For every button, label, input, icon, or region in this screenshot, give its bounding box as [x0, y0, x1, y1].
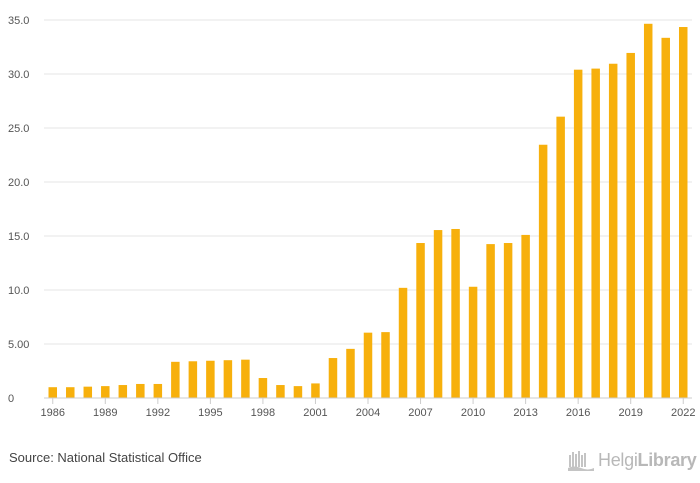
y-tick-label: 20.0: [8, 177, 29, 189]
y-tick-label: 5.00: [8, 339, 29, 351]
bar-1990[interactable]: [118, 385, 128, 398]
bar-2003[interactable]: [346, 348, 355, 398]
bar-2009[interactable]: [451, 228, 460, 398]
x-tick-label: 2001: [303, 407, 327, 419]
bar-2005[interactable]: [381, 332, 390, 398]
bar-1991[interactable]: [136, 383, 145, 398]
bar-1997[interactable]: [241, 359, 250, 398]
bar-2014[interactable]: [538, 144, 548, 398]
bar-2020[interactable]: [643, 23, 653, 399]
bar-2013[interactable]: [521, 234, 530, 398]
bar-2001[interactable]: [311, 383, 320, 398]
x-tick-label: 2016: [566, 407, 590, 419]
bar-2016[interactable]: [573, 69, 583, 399]
bar-1996[interactable]: [223, 360, 233, 398]
bar-2015[interactable]: [556, 116, 565, 398]
y-tick-label: 25.0: [8, 123, 29, 135]
bar-1987[interactable]: [66, 387, 75, 398]
bar-1994[interactable]: [188, 361, 198, 398]
bar-1992[interactable]: [153, 383, 163, 398]
x-tick-label: 1998: [251, 407, 275, 419]
bar-2018[interactable]: [608, 63, 618, 399]
x-tick-label: 2007: [408, 407, 432, 419]
bar-1993[interactable]: [171, 361, 180, 398]
bar-1995[interactable]: [206, 360, 215, 398]
x-tick-label: 1986: [41, 407, 65, 419]
bar-2017[interactable]: [591, 68, 600, 398]
bars: [48, 23, 688, 399]
bar-2022[interactable]: [678, 27, 688, 399]
bar-1986[interactable]: [48, 387, 58, 398]
x-tick-label: 2013: [513, 407, 537, 419]
helgilibrary-logo[interactable]: HelgiLibrary: [568, 446, 697, 474]
bar-1999[interactable]: [276, 385, 285, 398]
bar-2007[interactable]: [416, 243, 425, 398]
y-tick-label: 35.0: [8, 15, 29, 27]
bar-2000[interactable]: [293, 386, 303, 398]
y-tick-label: 0: [8, 393, 14, 405]
bar-2004[interactable]: [363, 332, 373, 398]
bar-1988[interactable]: [83, 386, 93, 398]
bar-1998[interactable]: [258, 378, 268, 398]
library-logo-icon: [568, 451, 594, 471]
bar-2006[interactable]: [398, 287, 408, 398]
x-tick-label: 1995: [198, 407, 222, 419]
y-tick-label: 30.0: [8, 69, 29, 81]
x-tick-label: 2022: [671, 407, 695, 419]
bar-1989[interactable]: [101, 386, 110, 398]
x-tick-label: 1989: [93, 407, 117, 419]
logo-text: HelgiLibrary: [598, 449, 697, 470]
bar-2011[interactable]: [486, 244, 495, 398]
bar-2019[interactable]: [626, 52, 635, 398]
x-tick-label: 2010: [461, 407, 485, 419]
bar-2008[interactable]: [433, 230, 443, 398]
y-tick-label: 15.0: [8, 231, 29, 243]
bar-2012[interactable]: [503, 243, 513, 398]
gridlines: [44, 19, 692, 345]
x-tick-label: 2004: [356, 407, 380, 419]
x-axis: 1986 1989 1992 1995 1998 2001 2004 2007 2010 2013…: [41, 397, 695, 419]
x-tick-label: 2019: [618, 407, 642, 419]
bar-chart: 1986 1989 1992 1995 1998 2001 2004 2007 2010 2013…: [8, 15, 695, 419]
bar-2021[interactable]: [661, 37, 670, 398]
y-axis: 0 5.00 10.0 15.0 20.0 25.0 30.0 35.0: [8, 15, 29, 405]
bar-2010[interactable]: [468, 286, 478, 398]
y-tick-label: 10.0: [8, 285, 29, 297]
x-tick-label: 1992: [146, 407, 170, 419]
bar-2002[interactable]: [328, 358, 338, 398]
source-note: Source: National Statistical Office: [9, 450, 202, 465]
